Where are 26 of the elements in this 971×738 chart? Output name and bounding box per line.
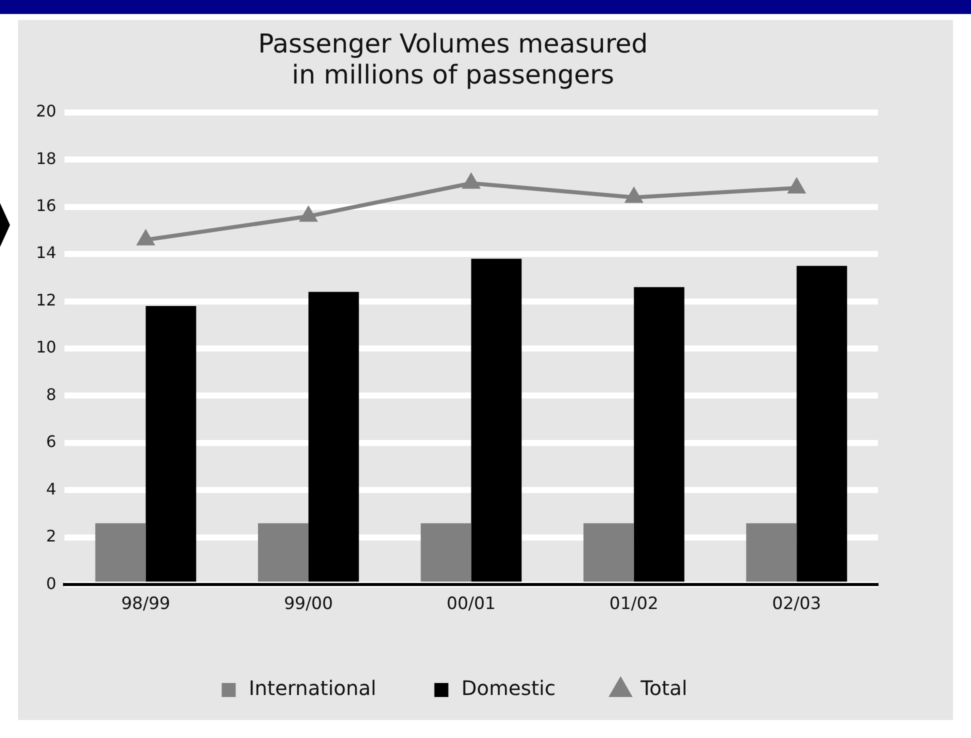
x-tick-label: 00/01 bbox=[446, 594, 496, 614]
point bbox=[788, 178, 805, 194]
legend-label: Domestic bbox=[461, 676, 556, 700]
point bbox=[463, 174, 480, 189]
x-tick-label: 98/99 bbox=[121, 594, 170, 614]
y-tick-label: 4 bbox=[46, 479, 56, 498]
y-tick-label: 12 bbox=[36, 290, 56, 310]
y-tick-label: 18 bbox=[36, 148, 56, 168]
point bbox=[626, 188, 642, 203]
y-tick-label: 6 bbox=[46, 432, 56, 452]
y-tick-label: 14 bbox=[36, 243, 56, 262]
legend-label: International bbox=[248, 676, 376, 700]
y-tick-label: 0 bbox=[46, 574, 56, 593]
x-tick-label: 01/02 bbox=[609, 594, 658, 614]
legend-label: Total bbox=[640, 676, 688, 700]
y-tick-label: 2 bbox=[46, 526, 56, 546]
text: Passenger Volumes measured bbox=[258, 29, 648, 60]
x-tick-label: 02/03 bbox=[772, 594, 822, 614]
y-tick-label: 16 bbox=[36, 196, 56, 215]
y-tick-label: 8 bbox=[46, 384, 56, 404]
y-tick-label: 10 bbox=[36, 338, 56, 357]
x-tick-label: 99/00 bbox=[284, 594, 333, 614]
text: in millions of passengers bbox=[292, 60, 614, 91]
y-tick-label: 20 bbox=[36, 102, 56, 121]
point bbox=[138, 230, 154, 246]
point bbox=[300, 207, 317, 222]
